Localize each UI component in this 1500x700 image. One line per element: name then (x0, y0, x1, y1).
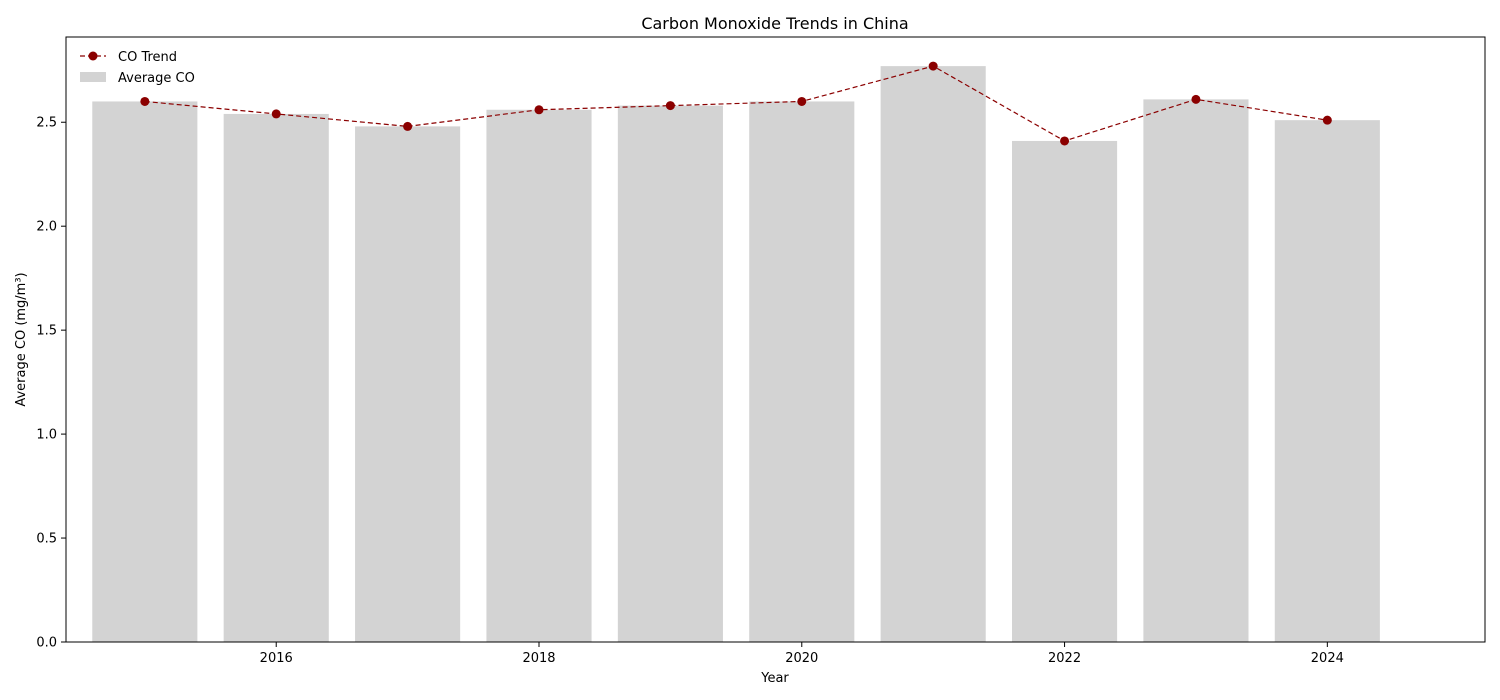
bar-2023 (1143, 99, 1249, 642)
y-tick-label: 1.5 (36, 324, 57, 339)
y-tick-label: 2.5 (36, 116, 57, 131)
bar-2021 (880, 66, 986, 643)
x-axis-ticks: 2016 2018 2020 2022 2024 (260, 642, 1344, 666)
y-tick-label: 2.0 (36, 220, 57, 235)
legend-label-bars: Average CO (118, 71, 195, 86)
y-axis-label: Average CO (mg/m³) (14, 272, 29, 406)
bar-2020 (749, 101, 855, 642)
chart-title: Carbon Monoxide Trends in China (641, 14, 908, 33)
bar-2018 (486, 109, 592, 643)
x-axis-label: Year (760, 671, 789, 686)
trend-point-2021 (928, 61, 938, 71)
bar-2016 (223, 113, 329, 643)
x-tick-label: 2020 (785, 651, 818, 666)
trend-point-2019 (665, 101, 675, 111)
y-tick-label: 1.0 (36, 428, 57, 443)
plot-frame (65, 36, 1486, 643)
bar-2015 (92, 101, 198, 642)
trend-point-2017 (403, 121, 413, 131)
x-tick-label: 2022 (1048, 651, 1081, 666)
legend: CO Trend Average CO (80, 50, 195, 86)
legend-label-trend: CO Trend (118, 50, 177, 65)
bar-2024 (1274, 120, 1380, 643)
trend-point-2020 (797, 96, 807, 106)
trend-point-2023 (1191, 94, 1201, 104)
y-axis-ticks: 0.0 0.5 1.0 1.5 2.0 2.5 (36, 116, 66, 651)
trend-point-2024 (1322, 115, 1332, 125)
x-tick-label: 2016 (260, 651, 293, 666)
legend-trend-marker (88, 51, 98, 61)
trend-line (144, 65, 1328, 142)
bar-2017 (355, 126, 461, 643)
trend-point-2015 (140, 96, 150, 106)
x-tick-label: 2018 (522, 651, 555, 666)
trend-point-2022 (1060, 136, 1070, 146)
x-tick-label: 2024 (1311, 651, 1344, 666)
bar-group (92, 66, 1380, 643)
trend-point-2016 (271, 109, 281, 119)
y-tick-label: 0.0 (36, 636, 57, 651)
y-tick-label: 0.5 (36, 532, 57, 547)
trend-line-group (140, 61, 1332, 146)
legend-bar-swatch (80, 72, 106, 82)
bar-2019 (617, 105, 723, 642)
bar-2022 (1012, 140, 1118, 642)
trend-point-2018 (534, 105, 544, 115)
